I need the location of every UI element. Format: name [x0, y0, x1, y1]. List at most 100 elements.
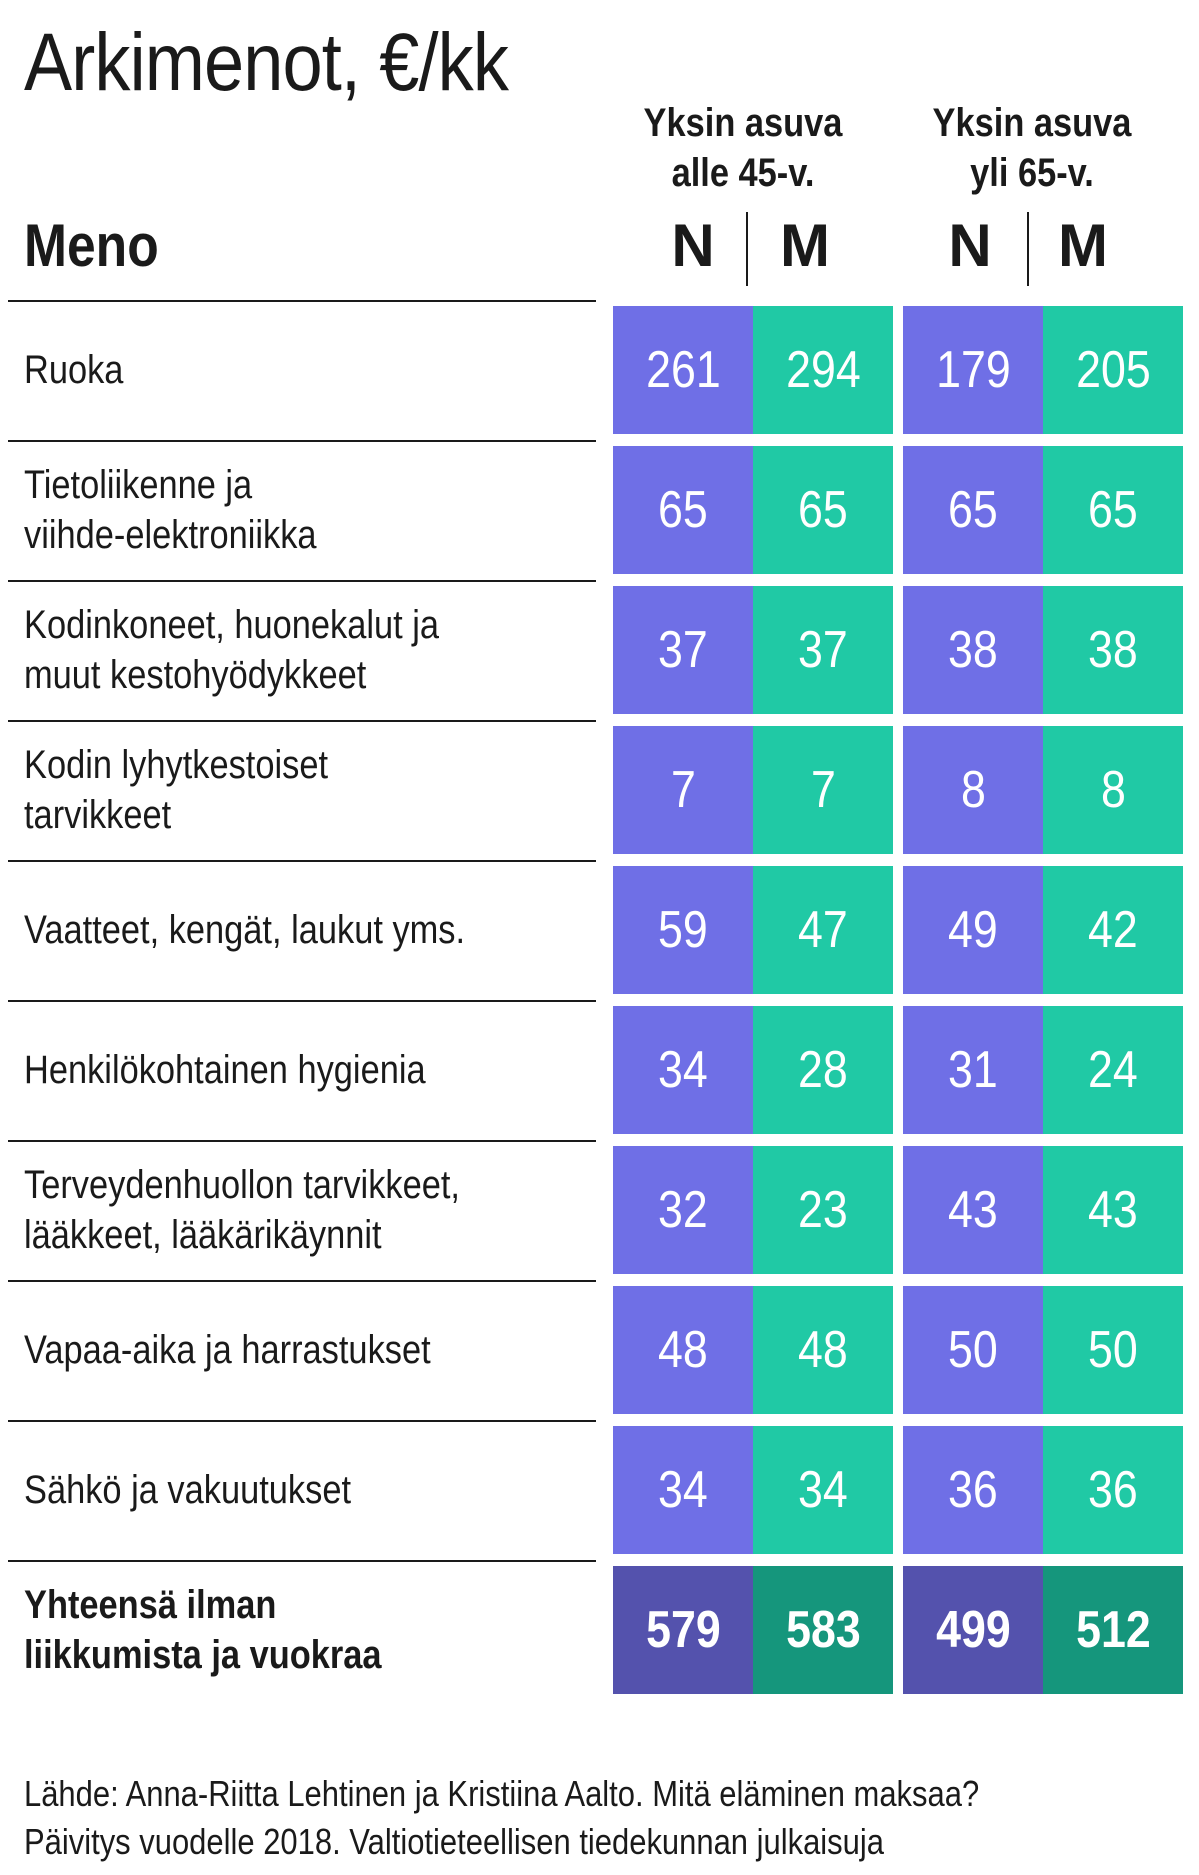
value-cell: 43 — [1043, 1146, 1183, 1274]
value-cell: 38 — [1043, 586, 1183, 714]
value-cell: 28 — [753, 1006, 893, 1134]
value-cell: 261 — [613, 306, 753, 434]
row-divider — [8, 580, 596, 582]
value-text: 37 — [658, 621, 708, 679]
value-cell: 50 — [1043, 1286, 1183, 1414]
value-text: 7 — [810, 761, 836, 819]
row-divider — [8, 720, 596, 722]
value-text: 24 — [1088, 1041, 1138, 1099]
value-text: 43 — [948, 1181, 998, 1239]
value-cell: 65 — [903, 446, 1043, 574]
row-label: Vaatteet, kengät, laukut yms. — [24, 866, 584, 994]
value-text: 36 — [948, 1461, 998, 1519]
value-cell: 8 — [1043, 726, 1183, 854]
value-cell: 23 — [753, 1146, 893, 1274]
value-cell: 65 — [753, 446, 893, 574]
value-cell: 8 — [903, 726, 1043, 854]
value-text: 50 — [1088, 1321, 1138, 1379]
value-text: 261 — [645, 341, 721, 399]
value-cell: 37 — [753, 586, 893, 714]
value-text: 37 — [798, 621, 848, 679]
value-text: 49 — [948, 901, 998, 959]
value-cell: 7 — [613, 726, 753, 854]
value-cell: 49 — [903, 866, 1043, 994]
value-text: 59 — [658, 901, 708, 959]
value-cell: 42 — [1043, 866, 1183, 994]
total-value-cell: 579 — [613, 1566, 753, 1694]
total-value-cell: 512 — [1043, 1566, 1183, 1694]
total-row-label: Yhteensä ilman liikkumista ja vuokraa — [24, 1566, 584, 1694]
value-text: 65 — [1088, 481, 1138, 539]
group-header-line2: yli 65-v. — [970, 151, 1094, 195]
row-label-text: Yhteensä ilman liikkumista ja vuokraa — [24, 1583, 382, 1677]
row-label: Ruoka — [24, 306, 584, 434]
value-text: 499 — [935, 1601, 1011, 1659]
value-text: 294 — [785, 341, 861, 399]
row-label: Kodinkoneet, huonekalut ja muut kestohyö… — [24, 586, 584, 714]
row-label-text: Ruoka — [24, 348, 124, 392]
value-cell: 47 — [753, 866, 893, 994]
group-header-line2: alle 45-v. — [671, 151, 815, 195]
value-cell: 294 — [753, 306, 893, 434]
value-text: 38 — [948, 621, 998, 679]
value-text: 205 — [1075, 341, 1151, 399]
value-cell: 7 — [753, 726, 893, 854]
value-text: 28 — [798, 1041, 848, 1099]
value-cell: 179 — [903, 306, 1043, 434]
value-text: 65 — [658, 481, 708, 539]
value-cell: 48 — [753, 1286, 893, 1414]
value-text: 7 — [670, 761, 696, 819]
row-divider — [8, 1560, 596, 1562]
value-text: 48 — [798, 1321, 848, 1379]
row-divider — [8, 1000, 596, 1002]
row-label: Vapaa-aika ja harrastukset — [24, 1286, 584, 1414]
value-text: 50 — [948, 1321, 998, 1379]
total-value-cell: 583 — [753, 1566, 893, 1694]
group-header-line1: Yksin asuva — [932, 101, 1132, 145]
header-separator — [1027, 212, 1029, 286]
source-note: Lähde: Anna-Riitta Lehtinen ja Kristiina… — [24, 1770, 979, 1866]
value-text: 23 — [798, 1181, 848, 1239]
group-header-over-65: Yksin asuva yli 65-v. — [912, 98, 1153, 198]
row-label-text: Henkilökohtainen hygienia — [24, 1048, 426, 1092]
value-cell: 50 — [903, 1286, 1043, 1414]
row-divider — [8, 440, 596, 442]
value-cell: 43 — [903, 1146, 1043, 1274]
value-text: 43 — [1088, 1181, 1138, 1239]
row-label-text: Kodin lyhytkestoiset tarvikkeet — [24, 743, 329, 837]
row-label-text: Vapaa-aika ja harrastukset — [24, 1328, 431, 1372]
row-divider — [8, 300, 596, 302]
row-label: Sähkö ja vakuutukset — [24, 1426, 584, 1554]
value-text: 31 — [948, 1041, 998, 1099]
row-label-text: Tietoliikenne ja viihde-elektroniikka — [24, 463, 317, 557]
value-text: 42 — [1088, 901, 1138, 959]
source-line-1: Lähde: Anna-Riitta Lehtinen ja Kristiina… — [24, 1773, 980, 1814]
row-divider — [8, 1140, 596, 1142]
value-text: 48 — [658, 1321, 708, 1379]
value-text: 34 — [658, 1041, 708, 1099]
value-cell: 65 — [613, 446, 753, 574]
row-label-text: Kodinkoneet, huonekalut ja muut kestohyö… — [24, 603, 440, 697]
group-header-line1: Yksin asuva — [643, 101, 843, 145]
value-text: 38 — [1088, 621, 1138, 679]
value-text: 32 — [658, 1181, 708, 1239]
value-cell: 36 — [903, 1426, 1043, 1554]
value-text: 8 — [1100, 761, 1126, 819]
value-cell: 37 — [613, 586, 753, 714]
column-header-meno: Meno — [24, 212, 159, 279]
value-cell: 38 — [903, 586, 1043, 714]
value-text: 8 — [960, 761, 986, 819]
row-divider — [8, 1280, 596, 1282]
header-separator — [746, 212, 748, 286]
chart-title: Arkimenot, €/kk — [24, 17, 509, 108]
value-cell: 65 — [1043, 446, 1183, 574]
value-cell: 34 — [613, 1426, 753, 1554]
total-value-cell: 499 — [903, 1566, 1043, 1694]
row-label-text: Terveydenhuollon tarvikkeet, lääkkeet, l… — [24, 1163, 460, 1257]
value-cell: 24 — [1043, 1006, 1183, 1134]
row-divider — [8, 860, 596, 862]
value-text: 579 — [645, 1601, 721, 1659]
row-divider — [8, 1420, 596, 1422]
value-cell: 205 — [1043, 306, 1183, 434]
value-text: 512 — [1075, 1601, 1151, 1659]
